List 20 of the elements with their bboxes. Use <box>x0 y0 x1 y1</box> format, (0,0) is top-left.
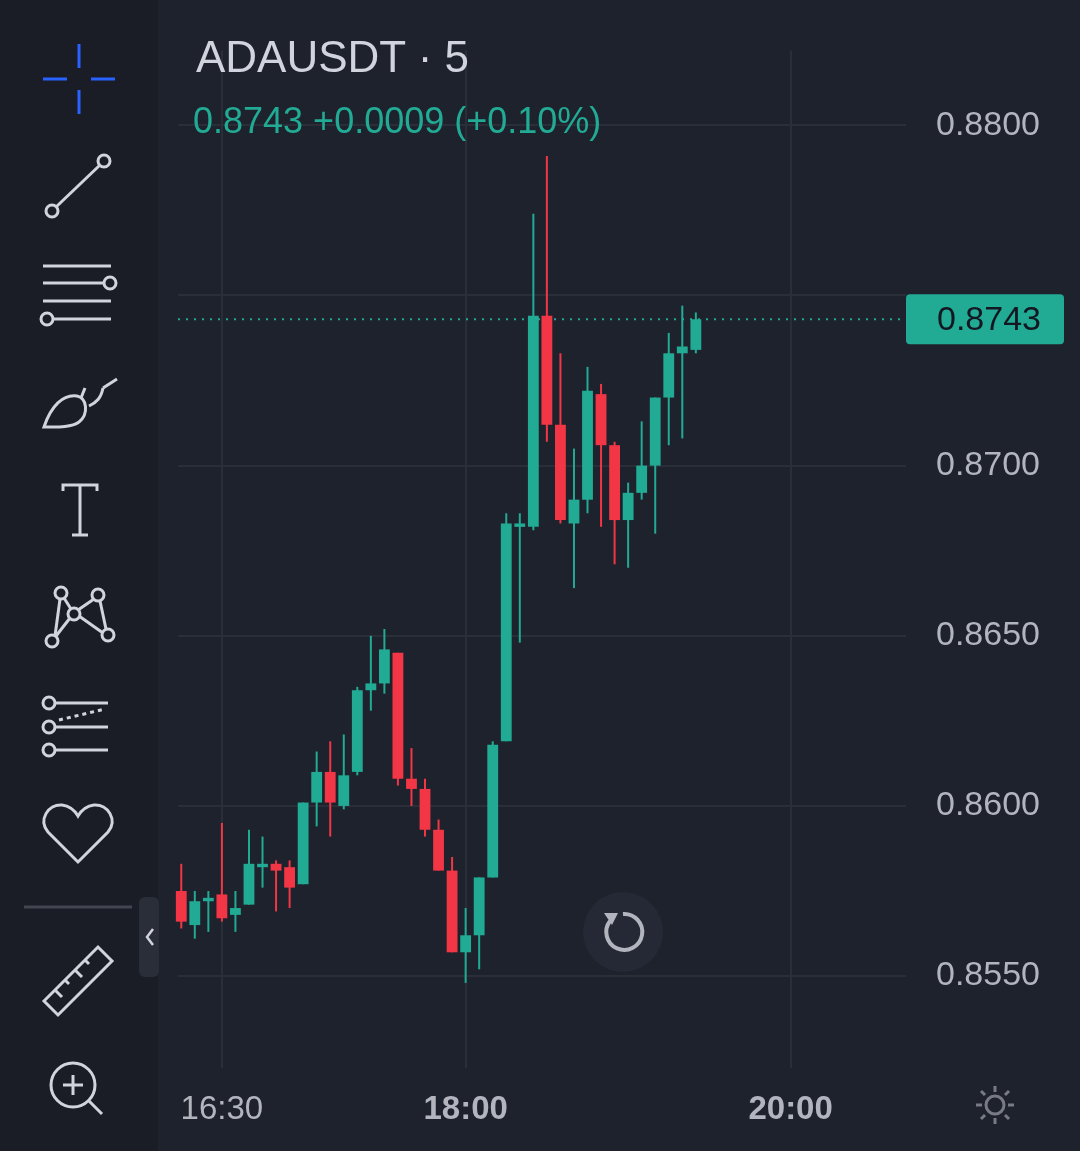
candlestick <box>460 907 472 984</box>
x-tick-label: 16:30 <box>180 1088 264 1126</box>
text: 0.8743 +0.0009 (+0.10%) <box>193 100 602 142</box>
candlestick <box>230 890 241 933</box>
y-tick-label: 0.8700 <box>936 443 1040 482</box>
y-tick-label: 0.8650 <box>936 614 1040 653</box>
candlestick <box>406 747 417 807</box>
x-tick-label: 18:00 <box>423 1088 508 1126</box>
y-tick-label: 0.8600 <box>936 784 1040 823</box>
candlestick <box>216 821 228 923</box>
x-tick-label: 20:00 <box>748 1088 833 1126</box>
candlestick <box>189 890 201 940</box>
candlestick <box>365 634 377 712</box>
candlestick <box>270 859 282 913</box>
y-tick-label: 0.8550 <box>936 954 1040 993</box>
chart-title: ADAUSDT · 5 <box>196 32 470 82</box>
ref-line-label: 0.8743 <box>937 298 1041 337</box>
candlestick <box>284 859 296 910</box>
y-tick-label: 0.8800 <box>936 103 1040 142</box>
candlestick <box>514 512 526 644</box>
